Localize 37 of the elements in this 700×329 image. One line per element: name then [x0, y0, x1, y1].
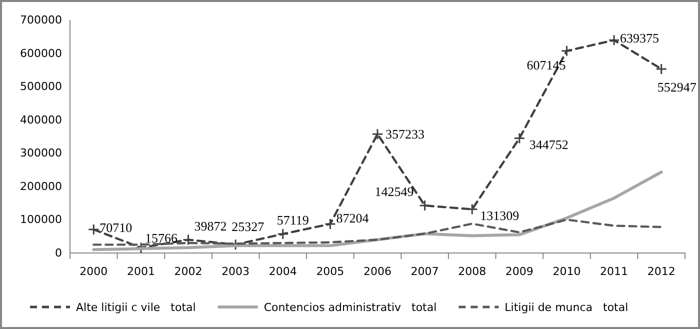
x-tick-label: 2003	[222, 265, 250, 278]
legend-label: Alte litigii c vile total	[76, 300, 196, 314]
y-tick-label: 500000	[20, 80, 62, 94]
legend-label: Contencios administrativ total	[264, 300, 437, 314]
data-label: 25327	[232, 219, 265, 234]
y-tick-label: 400000	[20, 113, 62, 126]
y-tick-label: 0	[55, 246, 62, 260]
y-tick-label: 300000	[20, 146, 62, 160]
y-tick-label: 100000	[20, 213, 62, 226]
y-tick-label: 600000	[20, 46, 62, 60]
y-tick-label: 700000	[20, 14, 62, 27]
data-label: 357233	[386, 126, 424, 142]
y-tick-label: 200000	[20, 180, 62, 193]
data-label: 607145	[526, 57, 566, 72]
data-label: 552947	[657, 80, 697, 94]
x-tick-label: 2005	[316, 265, 344, 278]
x-tick-label: 2007	[410, 265, 439, 278]
x-tick-label: 2002	[174, 265, 202, 278]
data-label: 39872	[194, 218, 227, 234]
data-label: 344752	[529, 136, 568, 152]
data-label: 70710	[100, 220, 132, 236]
data-label: 87204	[336, 210, 370, 226]
data-label: 57119	[276, 212, 309, 228]
x-tick-label: 2008	[458, 265, 486, 278]
x-tick-label: 2006	[364, 265, 392, 278]
x-tick-label: 2009	[505, 265, 534, 278]
data-label: 131309	[480, 208, 520, 223]
legend-label: Litigii de munca total	[504, 300, 628, 314]
data-label: 142549	[374, 184, 414, 200]
data-label: 639375	[620, 30, 660, 46]
x-tick-label: 2000	[80, 265, 108, 278]
x-tick-label: 2004	[268, 265, 297, 278]
data-label: 15766	[144, 230, 178, 246]
x-tick-label: 2001	[126, 265, 155, 278]
x-tick-label: 2010	[552, 265, 581, 278]
x-tick-label: 2012	[647, 265, 676, 278]
x-tick-label: 2011	[600, 265, 628, 278]
